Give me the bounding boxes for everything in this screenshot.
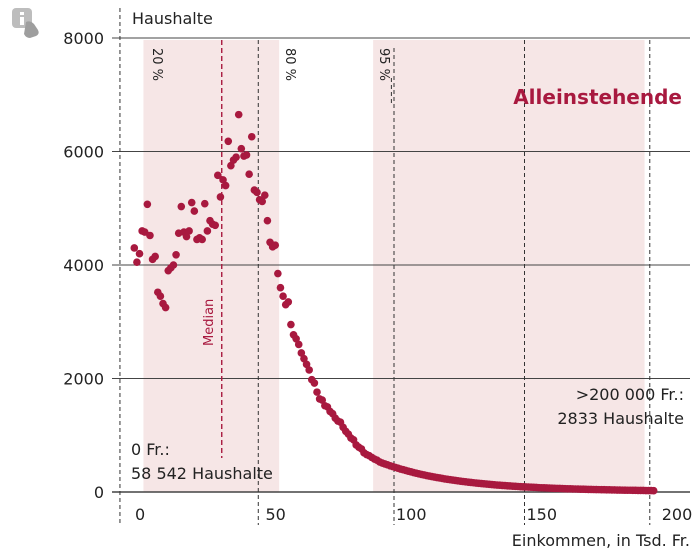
data-point [219, 176, 227, 184]
data-point [287, 320, 295, 329]
data-point [284, 298, 293, 306]
annotation-left: 0 Fr.: 58 542 Haushalte [131, 440, 273, 483]
chart-title: Alleinstehende [513, 85, 682, 109]
data-point [263, 216, 272, 225]
annotation-left-line2: 58 542 Haushalte [131, 464, 273, 483]
data-point [169, 261, 178, 269]
data-point [253, 188, 261, 197]
annotation-right: >200 000 Fr.: 2833 Haushalte [557, 385, 684, 428]
data-point [300, 354, 308, 363]
data-point [172, 250, 180, 259]
x-tick-label: 200 [662, 505, 693, 524]
median-label: Median [202, 299, 217, 346]
data-point [214, 171, 222, 180]
x-tick-label: 0 [135, 505, 145, 524]
percentile-label-20: 20 % [149, 48, 164, 81]
x-tick-label: 100 [396, 505, 427, 524]
annotation-right-line1: >200 000 Fr.: [576, 385, 684, 404]
data-point [297, 349, 306, 357]
data-point [234, 110, 243, 119]
data-point [203, 227, 212, 235]
data-point [190, 207, 199, 215]
x-axis-ticks: 0 50 100 150 200 [135, 505, 692, 524]
data-point [261, 191, 269, 199]
x-axis-title: Einkommen, in Tsd. Fr. [512, 531, 690, 550]
data-point [318, 396, 327, 404]
data-point [294, 340, 303, 349]
percentile-band-20-80 [143, 40, 280, 492]
data-point [187, 198, 196, 207]
data-point [156, 292, 165, 301]
y-tick-label: 6000 [63, 143, 104, 162]
data-point [146, 231, 154, 240]
data-point [216, 193, 225, 201]
info-hand-icon[interactable] [12, 8, 39, 38]
y-axis-title: Haushalte [132, 9, 213, 28]
data-point [161, 303, 170, 312]
data-point [305, 366, 313, 374]
data-point [182, 232, 191, 241]
data-point [274, 269, 282, 278]
y-tick-label: 4000 [63, 256, 104, 275]
data-point [232, 153, 240, 161]
data-point [245, 170, 253, 178]
data-point [143, 200, 152, 209]
data-point [302, 360, 311, 369]
y-axis-ticks: 0 2000 4000 6000 8000 [63, 29, 104, 502]
data-point [279, 292, 287, 301]
data-point [310, 379, 319, 387]
data-point [135, 249, 144, 258]
data-point [130, 244, 139, 252]
percentile-label-95: 95 % [376, 48, 391, 81]
data-point [211, 221, 220, 230]
data-point [200, 199, 209, 208]
data-point [271, 241, 280, 249]
x-dashed-lines [119, 8, 651, 525]
annotation-right-line2: 2833 Haushalte [557, 409, 684, 428]
y-tick-label: 0 [94, 483, 104, 502]
scatter-points [130, 110, 658, 495]
y-tick-label: 8000 [63, 29, 104, 48]
y-tick-label: 2000 [63, 370, 104, 389]
percentile-label-80: 80 % [282, 48, 297, 81]
data-point [313, 388, 321, 396]
data-point [242, 151, 251, 159]
data-point [177, 202, 186, 211]
x-tick-label: 50 [266, 505, 286, 524]
data-point [224, 137, 233, 146]
data-point [198, 235, 206, 244]
data-point [276, 283, 285, 292]
annotation-left-line1: 0 Fr.: [131, 440, 170, 459]
data-point [185, 227, 193, 235]
data-point [221, 181, 230, 190]
data-point [151, 252, 159, 261]
data-point [258, 197, 266, 206]
data-point [649, 486, 658, 495]
data-point [237, 144, 246, 153]
data-point [292, 334, 300, 343]
data-point [227, 161, 235, 170]
data-point [133, 258, 141, 266]
percentile-band-95-plus [373, 40, 645, 492]
x-tick-label: 150 [527, 505, 558, 524]
data-point [247, 132, 256, 141]
